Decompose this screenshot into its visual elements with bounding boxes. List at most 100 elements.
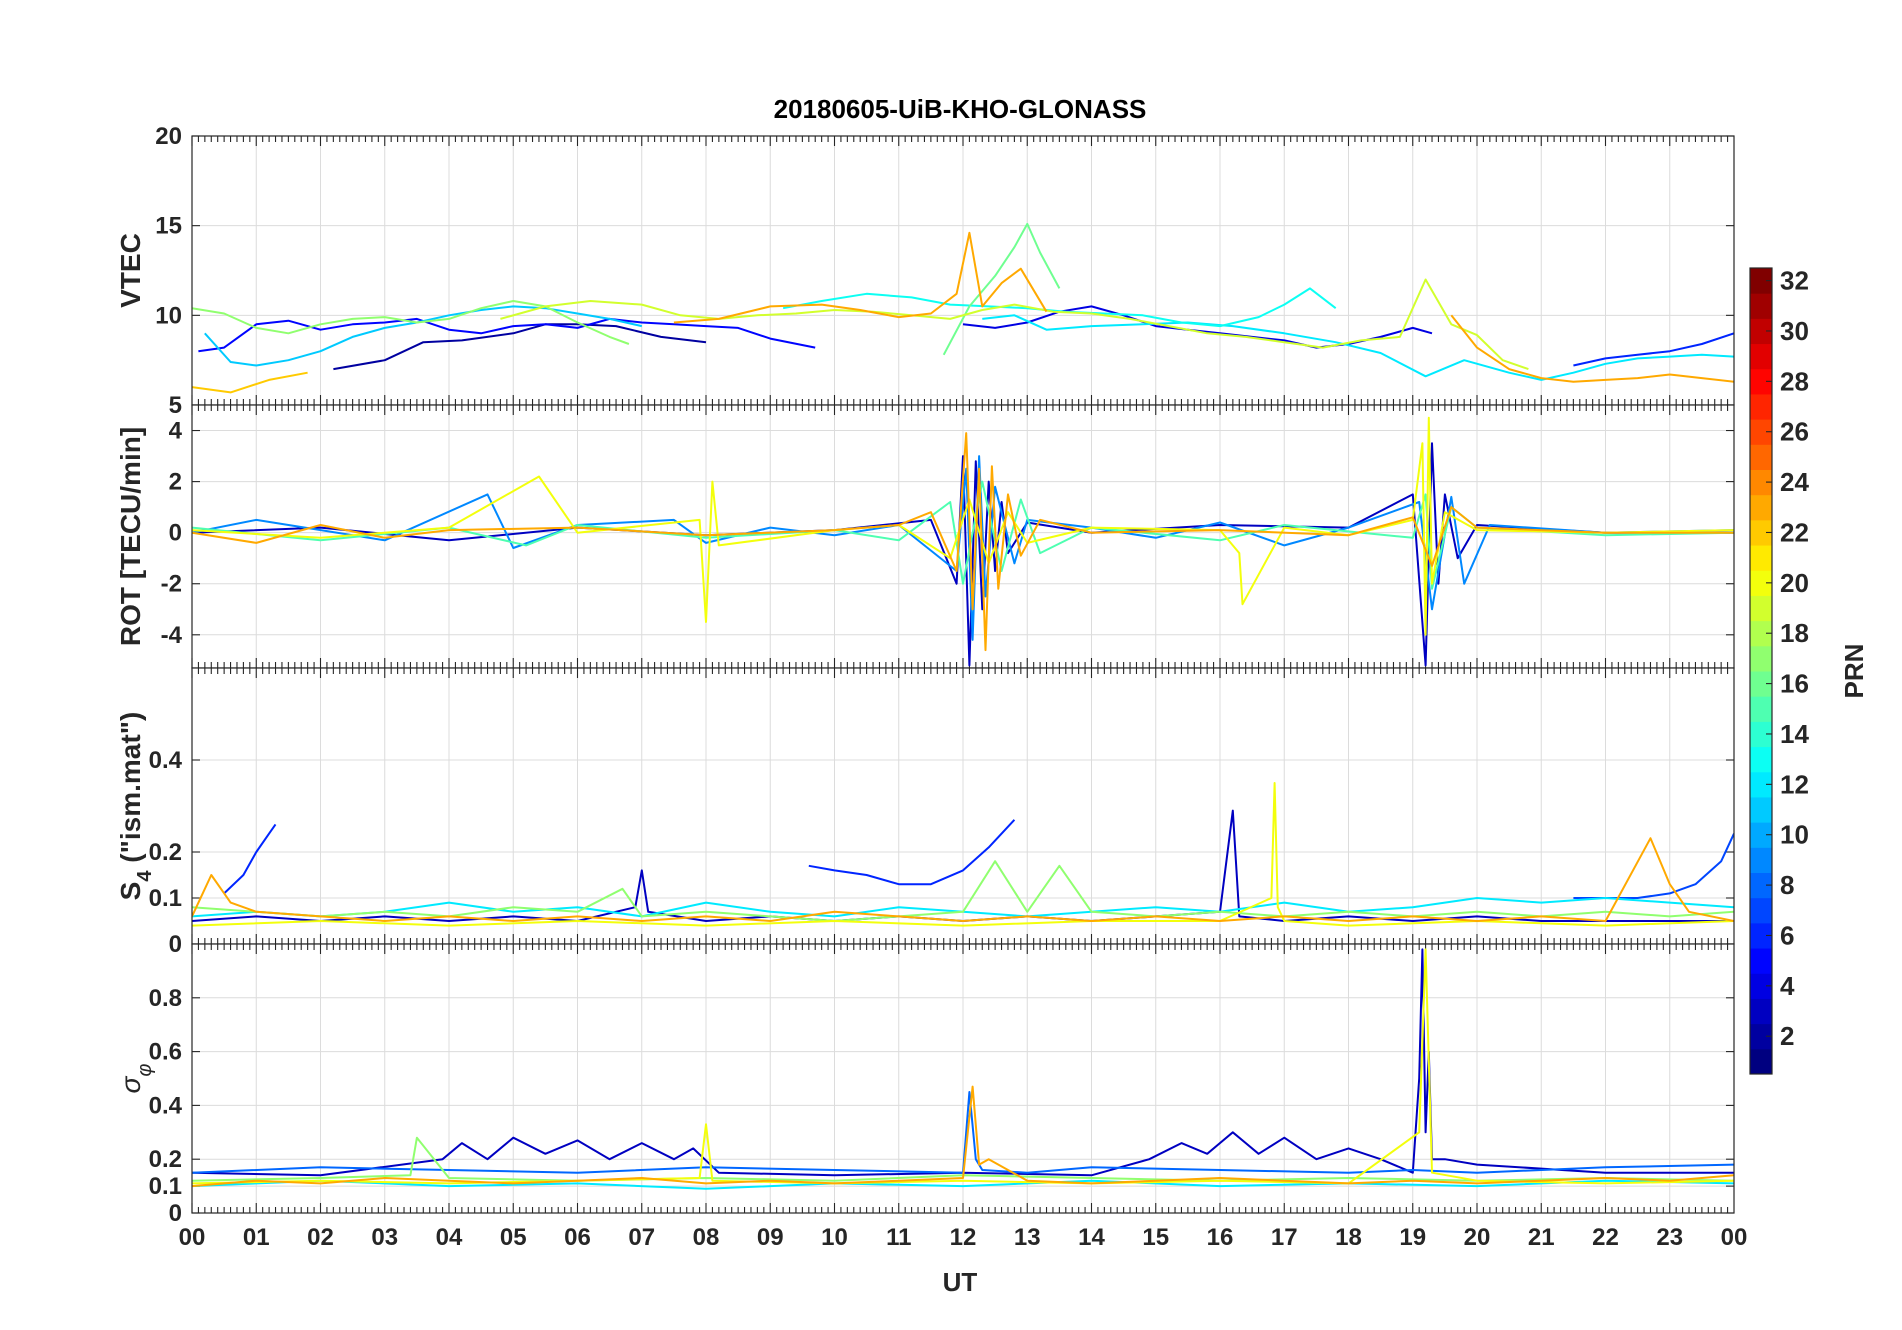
colorbar-band: [1750, 822, 1772, 848]
colorbar-band: [1750, 419, 1772, 445]
x-tick-label: 17: [1271, 1224, 1298, 1251]
panel-sigma_phi-y-label: σφ: [115, 1064, 156, 1094]
colorbar-band: [1750, 444, 1772, 470]
colorbar-band: [1750, 796, 1772, 823]
panel-vtec-y-tick-label: 20: [155, 123, 182, 150]
panel-vtec-y-tick-label: 10: [155, 302, 182, 329]
colorbar-band: [1750, 368, 1772, 395]
panel-sigma_phi-y-tick-label: 0.2: [149, 1146, 182, 1173]
colorbar-band: [1750, 570, 1772, 596]
panel-sigma_phi: 00.10.2 0.4 0.6 0.8 σφ 00 01 02 03 04 05 06 07 08 09 10…: [115, 943, 1748, 1251]
panel-vtec-y-tick-label: 15: [155, 213, 182, 240]
colorbar-band: [1750, 998, 1772, 1025]
x-tick-label: 10: [821, 1224, 848, 1251]
x-tick-label: 09: [757, 1224, 784, 1251]
panel-rot-y-tick-label: 4: [169, 418, 183, 445]
panel-rot-series: [192, 416, 1734, 667]
colorbar-band: [1750, 948, 1772, 974]
colorbar-tick-label: 2: [1780, 1021, 1794, 1051]
panel-sigma_phi-y-tick-label: 0.6: [149, 1039, 182, 1066]
series-line-prn-23: [192, 1085, 1734, 1188]
colorbar-band: [1750, 721, 1772, 748]
x-tick-label: 07: [628, 1224, 655, 1251]
colorbar-tick-label: 32: [1780, 266, 1809, 296]
series-line-prn-6: [808, 819, 1016, 886]
panel-vtec-y-label: VTEC: [115, 233, 146, 308]
x-tick-label: 08: [693, 1224, 720, 1251]
x-tick-label: 00: [179, 1224, 206, 1251]
colorbar-tick-label: 14: [1780, 719, 1809, 749]
x-tick-label: 03: [371, 1224, 398, 1251]
panel-rot: -4 -2 0 2 4 ROT [TECU/min]: [115, 404, 1735, 669]
series-line-prn-23: [1450, 314, 1734, 383]
colorbar-tick-label: 30: [1780, 316, 1809, 346]
colorbar-label: PRN: [1839, 644, 1869, 699]
colorbar-band: [1750, 922, 1772, 949]
x-tick-label: 14: [1078, 1224, 1105, 1251]
panel-s4: 0 0.1 0.2 0.4S4 ("ism.mat"): [115, 667, 1735, 958]
colorbar-band: [1750, 620, 1772, 647]
x-axis-label: UT: [943, 1267, 978, 1297]
colorbar-tick-label: 26: [1780, 417, 1809, 447]
colorbar-band: [1750, 847, 1772, 873]
colorbar-tick-label: 12: [1780, 769, 1809, 799]
series-line-prn-3: [192, 948, 1734, 1177]
series-line-prn-16: [942, 222, 1061, 356]
colorbar-band: [1750, 469, 1772, 496]
series-line-prn-12: [982, 314, 1734, 381]
panel-rot-y-tick-label: 2: [169, 469, 182, 496]
colorbar-band: [1750, 771, 1772, 798]
colorbar-band: [1750, 1048, 1772, 1075]
colorbar-tick-label: 20: [1780, 568, 1809, 598]
panel-sigma_phi-frame: [191, 943, 1735, 1214]
x-tick-label: 22: [1592, 1224, 1619, 1251]
x-tick-label: 01: [243, 1224, 270, 1251]
series-line-prn-19: [500, 278, 1529, 371]
x-tick-label: 19: [1399, 1224, 1426, 1251]
panel-rot-y-tick-label: -4: [161, 622, 183, 649]
colorbar-band: [1750, 1023, 1772, 1050]
colorbar-band: [1750, 519, 1772, 546]
panel-s4-y-tick-label: 0: [169, 931, 182, 958]
series-line-prn-17: [192, 860, 1734, 922]
panel-s4-y-tick-label: 0.4: [149, 747, 183, 774]
panel-s4-y-tick-label: 0.1: [149, 885, 182, 912]
x-tick-label: 11: [886, 1224, 911, 1251]
x-tick-label: 05: [500, 1224, 527, 1251]
colorbar-tick-label: 18: [1780, 618, 1809, 648]
x-tick-label: 00: [1721, 1224, 1748, 1251]
series-line-prn-23: [192, 432, 1734, 652]
series-line-prn-23: [192, 837, 1734, 922]
x-tick-label: 15: [1142, 1224, 1169, 1251]
series-line-prn-17: [192, 1136, 1734, 1182]
colorbar-tick-label: 16: [1780, 669, 1809, 699]
x-tick-label: 20: [1464, 1224, 1491, 1251]
series-line-prn-6: [1573, 332, 1734, 367]
colorbar-band: [1750, 671, 1772, 697]
colorbar-tick-label: 22: [1780, 517, 1809, 547]
series-line-prn-22: [192, 371, 308, 394]
colorbar-band: [1750, 645, 1772, 672]
panel-rot-y-tick-label: 0: [169, 520, 182, 547]
chart-title: 20180605-UiB-KHO-GLONASS: [774, 94, 1147, 124]
colorbar-band: [1750, 268, 1772, 294]
panel-s4-y-tick-label: 0.2: [149, 839, 182, 866]
colorbar-tick-label: 24: [1780, 467, 1809, 497]
panel-sigma_phi-y-tick-label: 0.4: [149, 1092, 183, 1119]
panel-vtec-series: [192, 222, 1734, 394]
colorbar-band: [1750, 595, 1772, 622]
panel-rot-y-label: ROT [TECU/min]: [115, 427, 146, 646]
series-line-prn-5: [198, 317, 816, 353]
x-tick-label: 21: [1528, 1224, 1555, 1251]
panel-sigma_phi-y-tick-label: 0.8: [149, 985, 182, 1012]
x-tick-label: 06: [564, 1224, 591, 1251]
panel-sigma_phi-y-tick-label: 0: [169, 1200, 182, 1227]
panel-vtec-y-tick-label: 5: [169, 392, 182, 419]
colorbar-tick-label: 8: [1780, 870, 1794, 900]
colorbar-tick-label: 28: [1780, 366, 1809, 396]
colorbar-band: [1750, 494, 1772, 521]
series-line-prn-6: [223, 823, 277, 895]
